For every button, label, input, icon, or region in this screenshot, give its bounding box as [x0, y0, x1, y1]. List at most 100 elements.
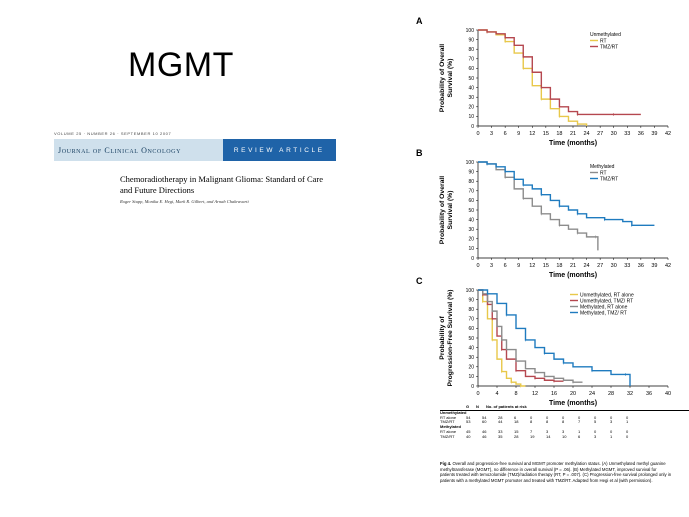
risk-cell: 0: [626, 414, 629, 420]
risk-cell: 8: [562, 419, 565, 425]
legend-label: Methylated, RT alone: [580, 304, 628, 310]
risk-cell: 14: [546, 433, 551, 439]
risk-cell: 53: [466, 419, 471, 425]
y-tick-label: 20: [468, 365, 474, 371]
y-tick-label: 60: [468, 66, 474, 72]
legend-title: Unmethylated: [590, 32, 621, 38]
risk-cell: 28: [498, 414, 503, 420]
y-tick-label: 30: [468, 355, 474, 361]
y-tick-label: 10: [468, 246, 474, 252]
panel-letter: C: [416, 276, 423, 286]
series-line-methylated-rt-alone: [478, 289, 583, 383]
risk-header-cell: No. of patients at risk: [486, 404, 527, 409]
journal-header: VOLUME 25 · NUMBER 26 · SEPTEMBER 10 200…: [54, 131, 336, 204]
x-tick-label: 36: [646, 391, 652, 397]
x-tick-label: 12: [529, 131, 535, 137]
x-tick-label: 24: [584, 263, 590, 269]
article-authors: Roger Stupp, Monika E. Hegi, Mark R. Gil…: [120, 199, 249, 204]
x-tick-label: 42: [665, 131, 671, 137]
y-tick-label: 40: [468, 217, 474, 223]
y-axis-label: Probability of OverallSurvival (%): [439, 176, 454, 244]
risk-cell: 46: [482, 428, 487, 434]
risk-cell: 0: [594, 414, 597, 420]
y-tick-label: 30: [468, 227, 474, 233]
risk-arm-label: TMZ/RT: [440, 419, 455, 425]
risk-header-cell: G: [466, 404, 470, 409]
caption-text: Overall and progression-free survival an…: [440, 461, 672, 483]
series-line-tmz-rt: [478, 29, 641, 116]
legend-label: Unmethylated, TMZ/ RT: [580, 298, 633, 304]
risk-cell: 18: [514, 419, 519, 425]
y-axis-label-line: Probability of Overall: [439, 44, 446, 112]
risk-cell: 44: [498, 419, 503, 425]
x-tick-label: 32: [627, 391, 633, 397]
x-tick-label: 9: [517, 263, 520, 269]
risk-cell: 0: [594, 428, 597, 434]
risk-cell: 6: [578, 433, 581, 439]
risk-cell: 0: [530, 414, 533, 420]
risk-cell: 0: [610, 428, 613, 434]
x-tick-label: 12: [529, 263, 535, 269]
x-tick-label: 3: [490, 131, 493, 137]
article-title: Chemoradiotherapy in Malignant Glioma: S…: [120, 174, 324, 195]
x-tick-label: 36: [638, 131, 644, 137]
y-tick-label: 80: [468, 307, 474, 313]
series-line-tmz-rt: [478, 161, 655, 227]
y-axis-label-line: Survival (%): [447, 191, 454, 230]
y-axis-label-line: Probability of: [439, 316, 446, 360]
x-tick-label: 30: [611, 263, 617, 269]
x-tick-label: 36: [638, 263, 644, 269]
legend-label: TMZ/RT: [600, 44, 618, 50]
risk-cell: 0: [610, 414, 613, 420]
y-tick-label: 90: [468, 169, 474, 175]
risk-cell: 33: [498, 428, 503, 434]
y-tick-label: 80: [468, 179, 474, 185]
journal-volume-line: VOLUME 25 · NUMBER 26 · SEPTEMBER 10 200…: [54, 131, 172, 136]
y-tick-label: 70: [468, 57, 474, 63]
y-tick-label: 80: [468, 47, 474, 53]
risk-cell: 46: [482, 433, 487, 439]
risk-cell: 3: [594, 433, 597, 439]
x-tick-label: 24: [589, 391, 595, 397]
y-tick-label: 0: [471, 384, 474, 390]
caption-label: Fig 4.: [440, 461, 452, 466]
series-line-methylated-tmz-rt: [478, 289, 631, 386]
x-tick-label: 8: [514, 391, 517, 397]
chart-panel-c: C 0 10 20 30 40 50 60 70 80 90 100 0 4 8 12 16 20 24 28 32 36…: [416, 276, 671, 407]
risk-cell: 8: [530, 419, 533, 425]
x-tick-label: 30: [611, 131, 617, 137]
risk-group-label: Unmethylated: [440, 409, 467, 415]
risk-cell: 0: [562, 414, 565, 420]
article-type: REVIEW ARTICLE: [222, 139, 336, 161]
slide-title: MGMT: [128, 46, 234, 84]
risk-table-row: RT alone 45 46 33 15 7 3 3 1 0 0 0: [440, 428, 689, 435]
legend-label: Unmethylated, RT alone: [580, 292, 634, 298]
y-tick-label: 30: [468, 95, 474, 101]
risk-arm-label: RT alone: [440, 414, 457, 420]
risk-cell: 28: [514, 433, 519, 439]
y-tick-label: 40: [468, 85, 474, 91]
risk-cell: 0: [626, 433, 629, 439]
x-tick-label: 27: [597, 131, 603, 137]
x-tick-label: 33: [624, 263, 630, 269]
risk-cell: 3: [562, 428, 565, 434]
x-tick-label: 9: [517, 131, 520, 137]
risk-group-label: Methylated: [440, 424, 461, 430]
y-axis-label-line: Probability of Overall: [439, 176, 446, 244]
x-tick-label: 18: [556, 131, 562, 137]
risk-cell: 7: [530, 428, 533, 434]
y-tick-label: 90: [468, 297, 474, 303]
y-tick-label: 20: [468, 237, 474, 243]
series-line-rt: [478, 29, 588, 126]
risk-cell: 0: [546, 414, 549, 420]
figure-caption: Fig 4. Overall and progression-free surv…: [440, 461, 672, 483]
y-axis-label: Probability of OverallSurvival (%): [439, 44, 454, 112]
y-tick-label: 50: [468, 76, 474, 82]
x-axis-label: Time (months): [549, 140, 597, 147]
x-tick-label: 6: [504, 263, 507, 269]
risk-table-row: TMZ/RT 40 46 35 28 19 14 10 6 3 1 0: [440, 433, 689, 440]
y-tick-label: 50: [468, 208, 474, 214]
y-tick-label: 10: [468, 374, 474, 380]
x-tick-label: 39: [651, 131, 657, 137]
